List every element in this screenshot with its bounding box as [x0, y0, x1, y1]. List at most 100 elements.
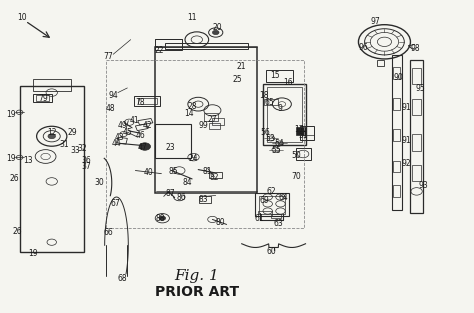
Text: 78: 78: [135, 98, 145, 107]
Text: 79: 79: [38, 94, 48, 103]
Text: 70: 70: [291, 172, 301, 181]
Text: 54: 54: [274, 139, 284, 148]
Text: 56: 56: [261, 128, 270, 137]
Text: 46: 46: [135, 131, 145, 140]
Bar: [412, 165, 421, 181]
Bar: [258, 211, 273, 216]
Text: 98: 98: [411, 44, 420, 53]
Text: 26: 26: [12, 228, 22, 236]
Text: PRIOR ART: PRIOR ART: [155, 285, 239, 299]
Bar: [165, 43, 247, 49]
Text: 41: 41: [129, 116, 139, 126]
Text: 82: 82: [210, 173, 219, 182]
Text: 83: 83: [198, 195, 208, 204]
Text: 53: 53: [265, 134, 275, 143]
Bar: [393, 129, 400, 141]
Text: 90: 90: [394, 74, 403, 82]
Text: 14: 14: [184, 109, 193, 118]
Text: 86: 86: [176, 193, 186, 202]
Text: 10: 10: [17, 13, 27, 22]
Text: 42: 42: [142, 121, 152, 130]
Text: 11: 11: [187, 13, 197, 22]
Text: 95: 95: [416, 84, 425, 93]
Bar: [393, 161, 400, 172]
Bar: [199, 196, 211, 203]
Text: 18: 18: [260, 91, 269, 100]
Circle shape: [159, 216, 165, 220]
Text: 92: 92: [401, 159, 411, 168]
Text: 44: 44: [111, 139, 121, 148]
Text: 21: 21: [236, 62, 246, 71]
Bar: [138, 98, 156, 104]
Bar: [134, 96, 160, 106]
Bar: [204, 113, 218, 121]
Bar: [259, 196, 285, 214]
Text: 68: 68: [118, 274, 128, 283]
Bar: [301, 126, 314, 140]
Text: 81: 81: [203, 167, 212, 176]
Text: 99: 99: [198, 121, 208, 131]
Text: 65: 65: [264, 98, 274, 107]
Bar: [296, 148, 311, 160]
Bar: [393, 98, 400, 110]
Text: 63: 63: [273, 219, 283, 228]
Text: 32: 32: [77, 144, 87, 153]
Bar: [155, 124, 191, 158]
Text: 40: 40: [143, 168, 153, 177]
Bar: [263, 84, 306, 145]
Text: 96: 96: [359, 43, 368, 52]
Circle shape: [48, 134, 55, 139]
Bar: [296, 126, 306, 135]
Bar: [393, 186, 400, 197]
Text: 19: 19: [6, 110, 16, 119]
Text: 12: 12: [47, 128, 56, 137]
Text: 61: 61: [255, 214, 264, 223]
Text: 26: 26: [9, 174, 19, 183]
Text: 94: 94: [108, 91, 118, 100]
Text: 77: 77: [104, 52, 113, 61]
Text: 43: 43: [115, 133, 125, 142]
Text: 17: 17: [294, 125, 304, 134]
Bar: [412, 68, 421, 84]
Text: 19: 19: [28, 249, 37, 258]
Text: 50: 50: [291, 151, 301, 160]
Circle shape: [139, 143, 151, 150]
Text: 69: 69: [260, 196, 269, 205]
Text: 31: 31: [60, 140, 69, 149]
Bar: [106, 60, 304, 228]
Text: 55: 55: [271, 146, 281, 155]
Text: 13: 13: [23, 156, 33, 165]
Text: 30: 30: [94, 177, 104, 187]
Text: 47: 47: [137, 143, 147, 152]
Bar: [155, 39, 182, 50]
Text: 88: 88: [155, 214, 165, 223]
Text: 22: 22: [154, 46, 164, 55]
Bar: [392, 54, 402, 210]
Text: 51: 51: [298, 131, 308, 140]
Bar: [33, 79, 71, 91]
Bar: [36, 95, 49, 101]
Text: 23: 23: [165, 143, 175, 152]
Text: 16: 16: [283, 78, 293, 87]
Bar: [377, 59, 384, 66]
Text: 87: 87: [165, 189, 175, 198]
Text: 85: 85: [168, 167, 178, 176]
Bar: [264, 99, 278, 105]
Text: 64: 64: [278, 193, 288, 202]
Text: 91: 91: [401, 136, 411, 145]
Text: 27: 27: [208, 115, 217, 124]
Text: 9: 9: [277, 104, 282, 113]
Text: 66: 66: [104, 228, 113, 237]
Text: 37: 37: [82, 162, 91, 171]
Bar: [412, 134, 421, 151]
Bar: [155, 47, 257, 192]
Bar: [393, 67, 400, 79]
Text: 29: 29: [68, 128, 77, 137]
Bar: [266, 87, 302, 142]
Bar: [410, 60, 423, 213]
Bar: [33, 94, 52, 102]
Bar: [271, 214, 281, 218]
Text: 24: 24: [189, 154, 198, 162]
Text: 36: 36: [82, 156, 91, 165]
Text: 62: 62: [266, 187, 276, 196]
